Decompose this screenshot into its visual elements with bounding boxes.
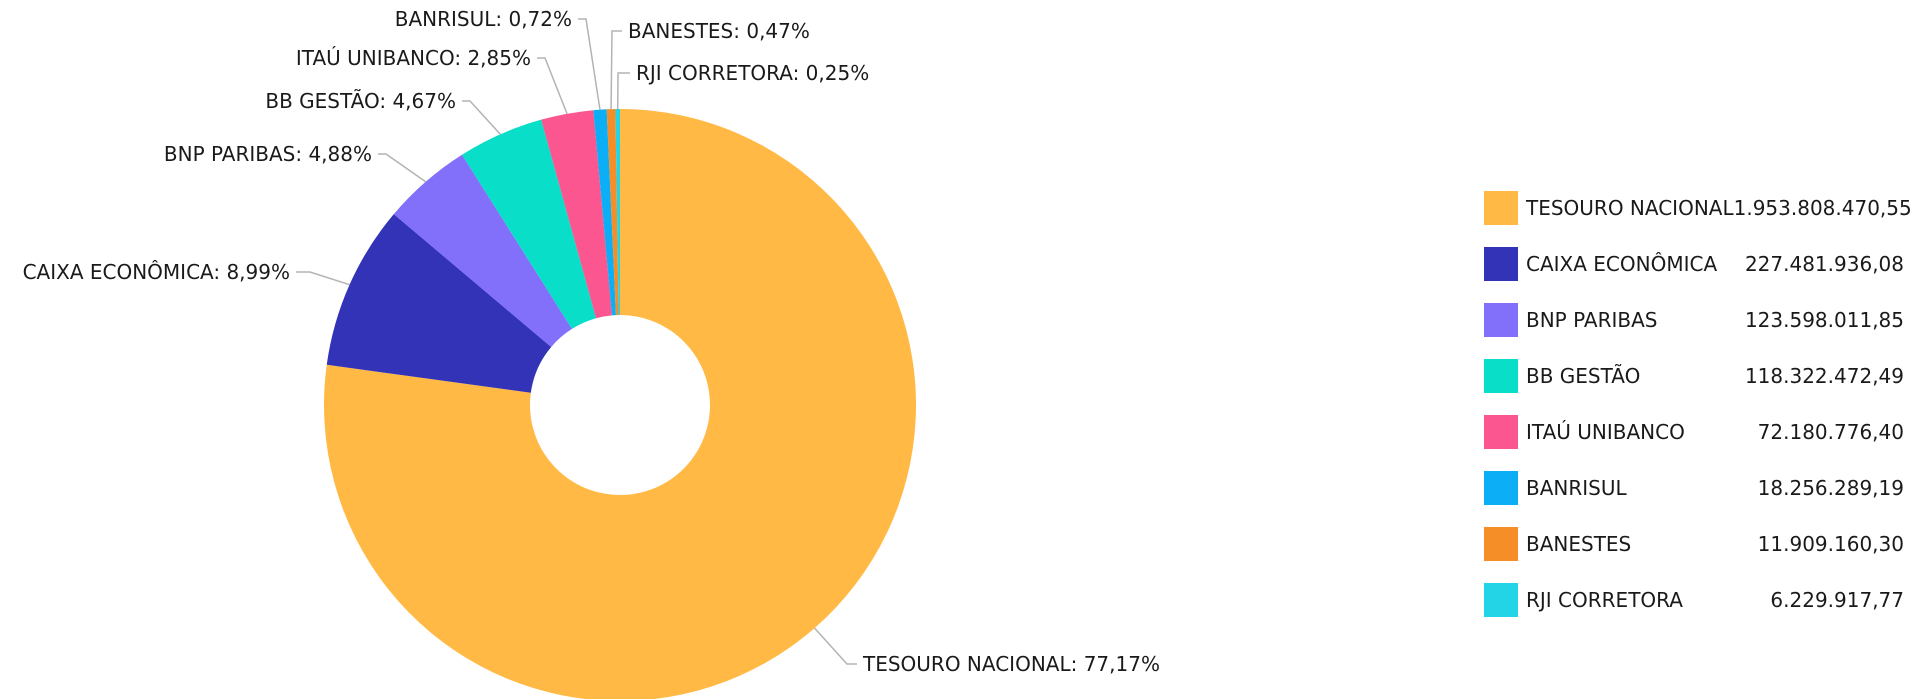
legend-label: BNP PARIBAS (1526, 308, 1658, 332)
legend-value: 72.180.776,40 (1757, 420, 1904, 444)
slice-label-banestes: BANESTES: 0,47% (628, 19, 810, 43)
slice-tesouro-nacional[interactable] (324, 109, 916, 699)
donut-slices (324, 109, 916, 699)
legend-label: BANRISUL (1526, 476, 1627, 500)
legend-value: 227.481.936,08 (1744, 252, 1904, 276)
legend-value: 123.598.011,85 (1744, 308, 1904, 332)
legend-value: 1.953.808.470,55 (1733, 196, 1912, 220)
legend: TESOURO NACIONAL 1.953.808.470,55 CAIXA EC… (1484, 191, 1912, 639)
legend-value: 118.322.472,49 (1744, 364, 1904, 388)
leader-line-bb-gestao (462, 100, 501, 135)
slice-label-rji-corretora: RJI CORRETORA: 0,25% (636, 61, 869, 85)
slice-caixa-economica[interactable] (326, 214, 552, 393)
legend-item-bnp-paribas[interactable]: BNP PARIBAS 123.598.011,85 (1484, 303, 1904, 337)
legend-swatch (1484, 359, 1518, 393)
leader-line-banrisul (578, 18, 601, 110)
legend-swatch (1484, 247, 1518, 281)
slice-rji-corretora[interactable] (615, 109, 620, 316)
legend-value: 18.256.289,19 (1757, 476, 1904, 500)
legend-label: BANESTES (1526, 532, 1632, 556)
slice-bnp-paribas[interactable] (393, 154, 572, 347)
slice-bb-gestao[interactable] (461, 119, 597, 329)
legend-value: 6.229.917,77 (1770, 588, 1904, 612)
legend-swatch (1484, 303, 1518, 337)
legend-label: BB GESTÃO (1526, 364, 1641, 388)
legend-item-tesouro-nacional[interactable]: TESOURO NACIONAL 1.953.808.470,55 (1484, 191, 1912, 225)
legend-swatch (1484, 191, 1518, 225)
legend-label: RJI CORRETORA (1526, 588, 1683, 612)
slice-label-bb-gestao: BB GESTÃO: 4,67% (265, 89, 456, 113)
legend-label: ITAÚ UNIBANCO (1526, 420, 1685, 444)
legend-item-banestes[interactable]: BANESTES 11.909.160,30 (1484, 527, 1904, 561)
legend-label: CAIXA ECONÔMICA (1526, 252, 1718, 276)
legend-swatch (1484, 527, 1518, 561)
leader-line-bnp-paribas (378, 153, 427, 183)
slice-banestes[interactable] (606, 109, 619, 316)
leader-lines (296, 18, 857, 665)
legend-item-banrisul[interactable]: BANRISUL 18.256.289,19 (1484, 471, 1904, 505)
leader-line-caixa-economica (296, 271, 350, 286)
leader-line-rji-corretora (616, 72, 630, 110)
leader-line-itau-unibanco (537, 57, 568, 115)
legend-item-bb-gestao[interactable]: BB GESTÃO 118.322.472,49 (1484, 359, 1904, 393)
legend-item-rji-corretora[interactable]: RJI CORRETORA 6.229.917,77 (1484, 583, 1904, 617)
slice-itau-unibanco[interactable] (541, 110, 612, 319)
slice-label-bnp-paribas: BNP PARIBAS: 4,88% (164, 142, 372, 166)
slice-label-caixa-economica: CAIXA ECONÔMICA: 8,99% (23, 260, 290, 284)
slice-label-banrisul: BANRISUL: 0,72% (395, 7, 572, 31)
slice-label-itau-unibanco: ITAÚ UNIBANCO: 2,85% (296, 46, 531, 70)
legend-item-caixa-economica[interactable]: CAIXA ECONÔMICA 227.481.936,08 (1484, 247, 1904, 281)
legend-swatch (1484, 583, 1518, 617)
slice-label-tesouro-nacional: TESOURO NACIONAL: 77,17% (862, 652, 1160, 676)
slice-banrisul[interactable] (593, 109, 616, 316)
slice-labels: TESOURO NACIONAL: 77,17% CAIXA ECONÔMICA:… (23, 7, 1160, 676)
legend-label: TESOURO NACIONAL (1526, 196, 1734, 220)
legend-swatch (1484, 415, 1518, 449)
leader-line-banestes (610, 30, 622, 110)
legend-swatch (1484, 471, 1518, 505)
legend-value: 11.909.160,30 (1757, 532, 1904, 556)
legend-item-itau-unibanco[interactable]: ITAÚ UNIBANCO 72.180.776,40 (1484, 415, 1904, 449)
leader-line-tesouro-nacional (813, 627, 857, 665)
